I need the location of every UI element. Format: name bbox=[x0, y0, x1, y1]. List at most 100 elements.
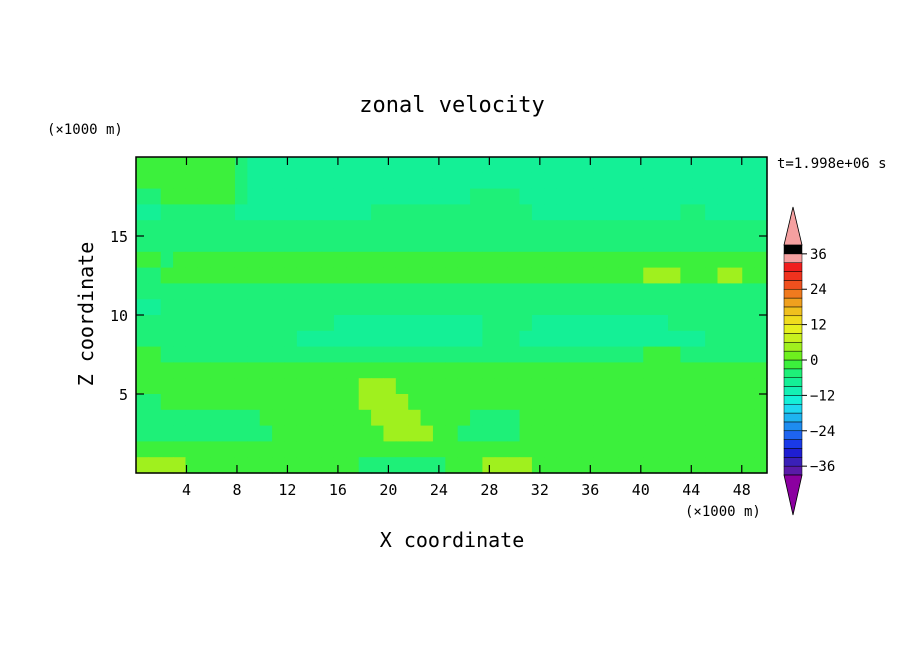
field-cell bbox=[148, 267, 162, 284]
field-cell bbox=[358, 157, 372, 174]
field-cell bbox=[395, 299, 409, 316]
field-cell bbox=[717, 188, 731, 205]
field-cell bbox=[420, 425, 434, 442]
field-cell bbox=[556, 315, 570, 332]
field-cell bbox=[680, 425, 694, 442]
field-cell bbox=[494, 346, 508, 363]
field-cell bbox=[272, 299, 286, 316]
field-cell bbox=[593, 283, 607, 300]
field-cell bbox=[272, 157, 286, 174]
field-cell bbox=[668, 315, 681, 332]
field-cell bbox=[544, 251, 558, 269]
field-cell bbox=[185, 409, 199, 427]
field-cell bbox=[346, 394, 360, 411]
field-cell bbox=[185, 330, 199, 348]
field-cell bbox=[148, 362, 162, 379]
field-cell bbox=[519, 220, 533, 237]
field-cell bbox=[371, 378, 385, 395]
field-cell bbox=[309, 236, 323, 253]
field-cell bbox=[346, 330, 360, 348]
field-cell bbox=[742, 409, 756, 427]
field-cell bbox=[222, 251, 236, 269]
field-cell bbox=[556, 346, 570, 363]
field-cell bbox=[333, 299, 347, 316]
field-cell bbox=[470, 299, 484, 316]
field-cell bbox=[259, 378, 273, 395]
field-cell bbox=[346, 283, 360, 300]
field-cell bbox=[395, 267, 409, 284]
field-cell bbox=[507, 409, 521, 427]
field-cell bbox=[606, 346, 620, 363]
field-cell bbox=[482, 157, 496, 174]
field-cell bbox=[408, 441, 422, 458]
field-cell bbox=[321, 251, 335, 269]
field-cell bbox=[346, 172, 360, 190]
field-cell bbox=[470, 315, 484, 332]
field-cell bbox=[383, 251, 397, 269]
field-cell bbox=[729, 172, 743, 190]
field-cell bbox=[432, 315, 446, 332]
field-cell bbox=[705, 157, 719, 174]
field-cell bbox=[544, 378, 558, 395]
field-cell bbox=[371, 330, 385, 348]
field-cell bbox=[544, 283, 558, 300]
field-cell bbox=[618, 236, 632, 253]
field-cell bbox=[395, 283, 409, 300]
field-cell bbox=[680, 283, 694, 300]
field-cell bbox=[680, 346, 694, 363]
field-cell bbox=[346, 236, 360, 253]
field-cell bbox=[705, 457, 719, 474]
field-cell bbox=[148, 188, 162, 205]
field-cell bbox=[395, 441, 409, 458]
field-cell bbox=[210, 362, 224, 379]
field-cell bbox=[742, 315, 756, 332]
field-cell bbox=[618, 315, 632, 332]
field-cell bbox=[346, 346, 360, 363]
field-cell bbox=[692, 172, 706, 190]
field-cell bbox=[395, 346, 409, 363]
field-cell bbox=[395, 425, 409, 442]
field-cell bbox=[272, 346, 286, 363]
field-cell bbox=[717, 378, 731, 395]
field-cell bbox=[643, 330, 657, 348]
field-cell bbox=[717, 251, 731, 269]
field-cell bbox=[148, 172, 162, 190]
field-cell bbox=[272, 425, 286, 442]
field-cell bbox=[717, 267, 731, 284]
field-cell bbox=[556, 362, 570, 379]
field-cell bbox=[668, 409, 681, 427]
field-cell bbox=[606, 267, 620, 284]
field-cell bbox=[470, 362, 484, 379]
field-cell bbox=[432, 157, 446, 174]
field-cell bbox=[457, 441, 471, 458]
field-cell bbox=[717, 441, 731, 458]
field-cell bbox=[593, 299, 607, 316]
field-cell bbox=[556, 457, 570, 474]
field-cell bbox=[754, 378, 768, 395]
field-cell bbox=[259, 362, 273, 379]
colorbar-swatch bbox=[783, 280, 803, 290]
field-cell bbox=[371, 220, 385, 237]
field-cell bbox=[296, 236, 310, 253]
field-cell bbox=[544, 425, 558, 442]
field-cell bbox=[544, 346, 558, 363]
field-cell bbox=[247, 441, 261, 458]
field-cell bbox=[445, 378, 459, 395]
field-cell bbox=[668, 204, 681, 221]
colorbar: 36 24 12 0 −12 −24 −36 bbox=[783, 206, 835, 516]
field-cell bbox=[395, 409, 409, 427]
field-cell bbox=[754, 346, 768, 363]
field-cell bbox=[234, 330, 248, 348]
field-cell bbox=[680, 441, 694, 458]
field-cell bbox=[432, 362, 446, 379]
field-cell bbox=[742, 204, 756, 221]
field-cell bbox=[148, 378, 162, 395]
y-tick-label: 10 bbox=[110, 307, 128, 325]
field-cell bbox=[692, 409, 706, 427]
field-cell bbox=[185, 267, 199, 284]
field-cell bbox=[630, 457, 644, 474]
field-cell bbox=[160, 267, 174, 284]
field-cell bbox=[173, 346, 187, 363]
field-cell bbox=[717, 172, 731, 190]
field-cell bbox=[494, 457, 508, 474]
